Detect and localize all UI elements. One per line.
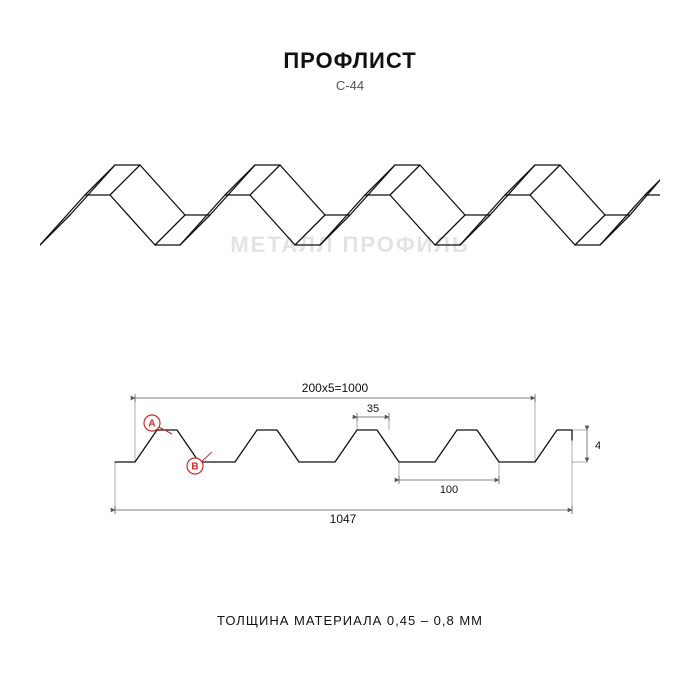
svg-text:100: 100 xyxy=(440,484,458,496)
svg-text:B: B xyxy=(191,462,198,473)
technical-cross-section: 200х5=1000 35 100 1047 44 A B xyxy=(100,370,600,530)
thickness-text: ТОЛЩИНА МАТЕРИАЛА 0,45 – 0,8 ММ xyxy=(217,613,483,628)
svg-text:A: A xyxy=(148,419,155,430)
svg-text:44: 44 xyxy=(595,440,600,452)
svg-text:200х5=1000: 200х5=1000 xyxy=(302,381,369,395)
page-title: ПРОФЛИСТ xyxy=(0,48,700,74)
svg-text:1047: 1047 xyxy=(330,512,357,526)
subtitle-text: С-44 xyxy=(336,78,364,93)
title-text: ПРОФЛИСТ xyxy=(283,48,416,73)
model-code: С-44 xyxy=(0,78,700,93)
material-thickness: ТОЛЩИНА МАТЕРИАЛА 0,45 – 0,8 ММ xyxy=(0,613,700,628)
isometric-view xyxy=(40,135,660,305)
svg-text:35: 35 xyxy=(367,403,379,415)
